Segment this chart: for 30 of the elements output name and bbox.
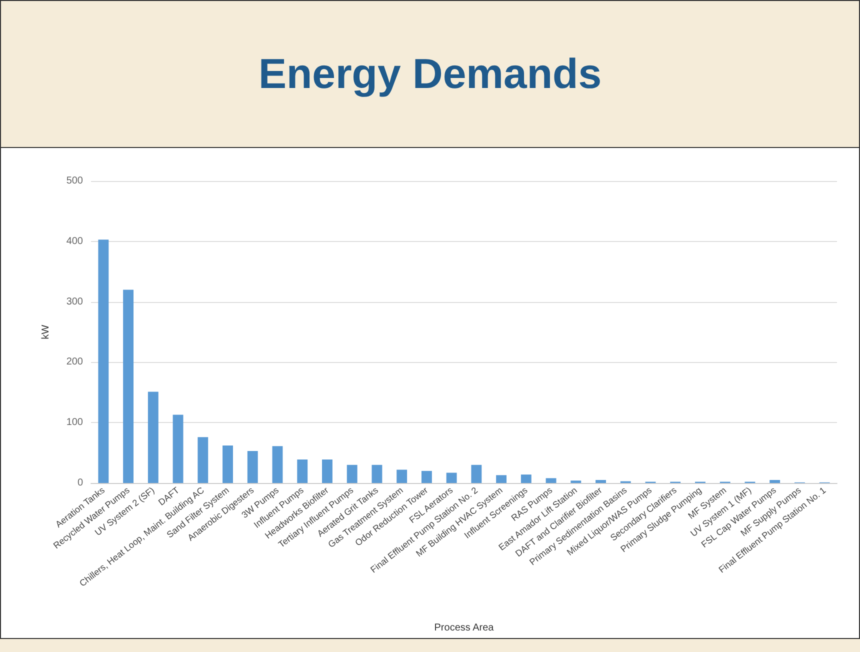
- bar: [322, 459, 332, 483]
- bar: [471, 464, 482, 483]
- bar: [148, 392, 158, 483]
- bar: [770, 480, 780, 483]
- bar: [596, 480, 606, 483]
- chart-title: Energy Demands: [258, 50, 602, 98]
- y-tick-label: 200: [66, 356, 84, 368]
- bar: [297, 459, 308, 483]
- bar: [198, 437, 208, 483]
- bar: [98, 240, 109, 483]
- bar: [520, 474, 532, 483]
- bar: [446, 472, 457, 483]
- bar: [546, 478, 556, 483]
- bar: [421, 470, 432, 483]
- bar: [123, 290, 134, 483]
- y-tick-label: 300: [66, 296, 84, 308]
- bar: [396, 470, 408, 483]
- y-tick-label: 500: [66, 176, 84, 186]
- bar: [272, 446, 283, 483]
- bar: [372, 464, 382, 483]
- y-tick-label: 100: [66, 417, 84, 428]
- bar: [346, 464, 358, 483]
- y-axis-title: kW: [40, 324, 52, 340]
- y-tick-label: 400: [66, 236, 84, 247]
- x-axis-title: Process Area: [434, 622, 494, 634]
- bar: [247, 450, 258, 483]
- y-tick-label: 0: [77, 478, 84, 488]
- bar: [172, 414, 184, 483]
- bar: [496, 475, 507, 483]
- bar: [222, 446, 233, 483]
